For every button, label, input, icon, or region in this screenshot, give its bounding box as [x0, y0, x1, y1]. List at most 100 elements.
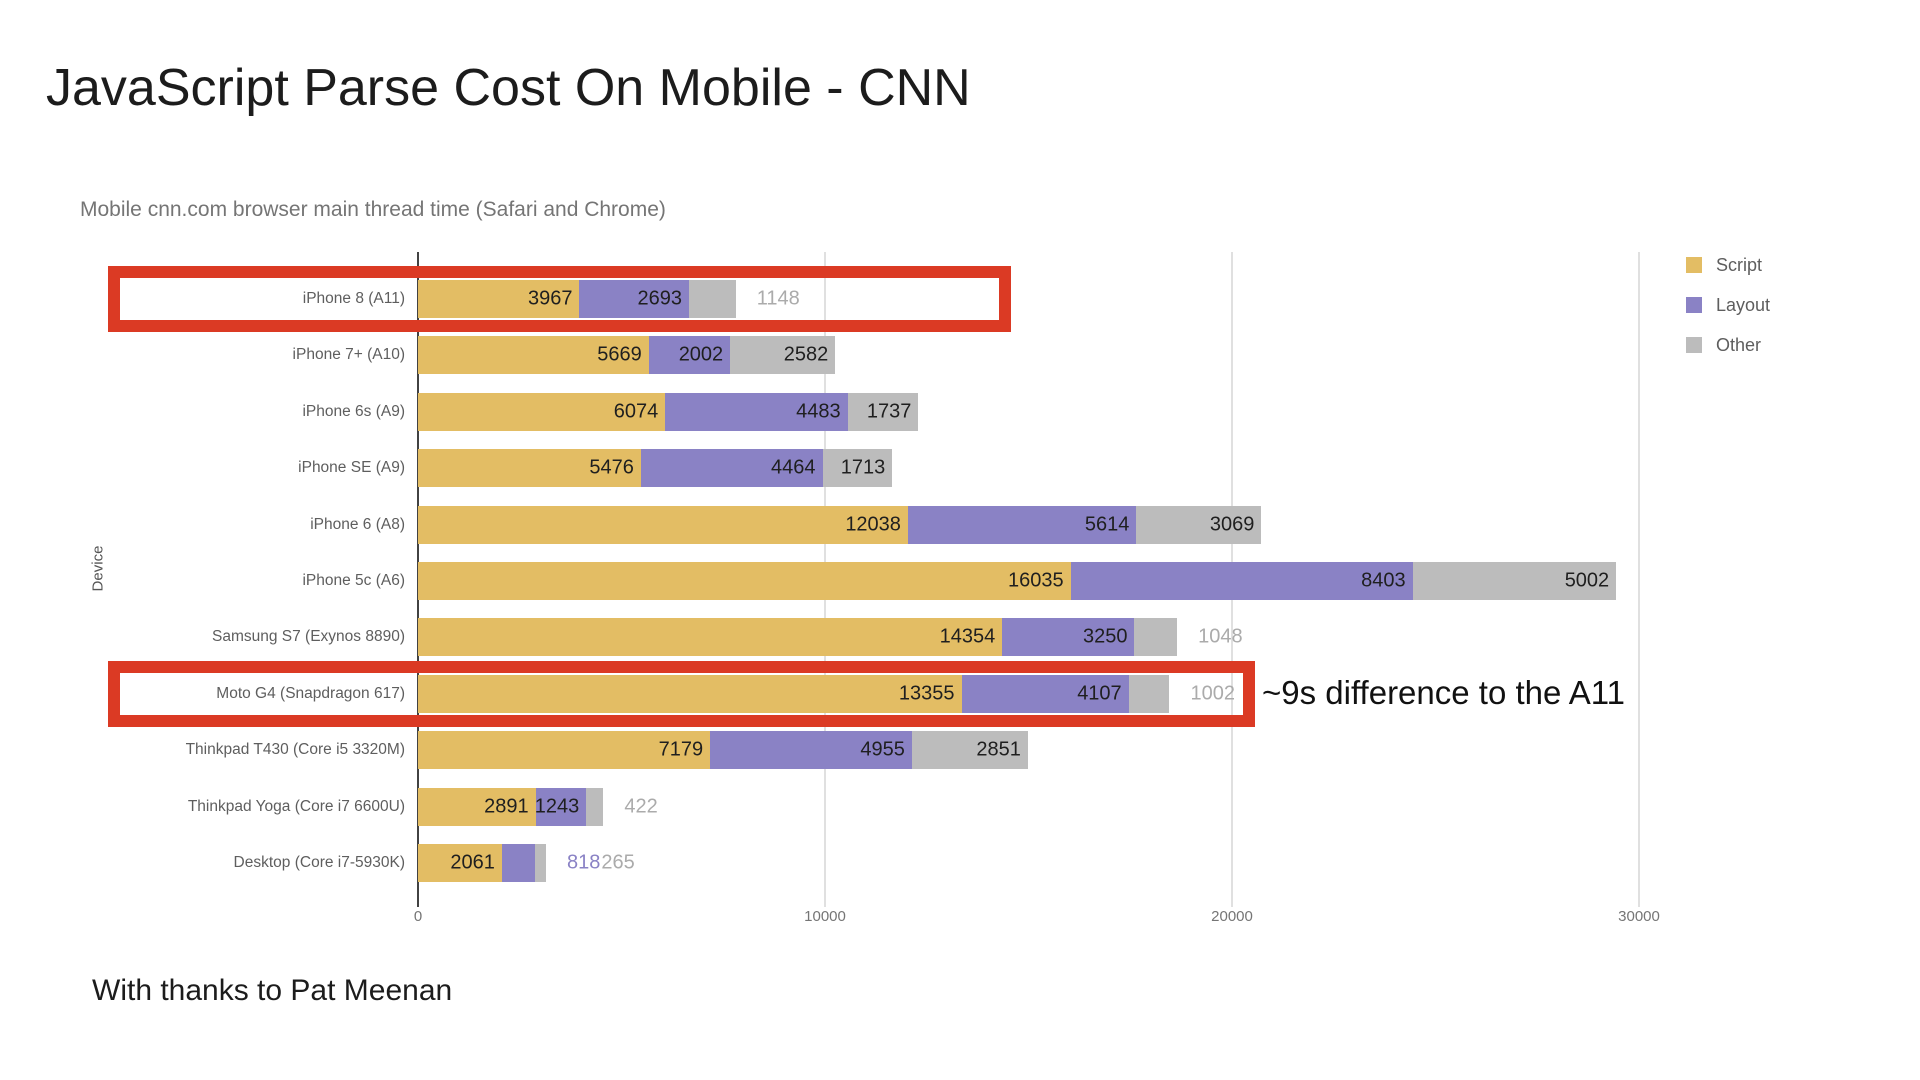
value-label: 14354: [939, 625, 996, 648]
outside-value-labels: 1148: [757, 288, 800, 311]
value-label: 12038: [845, 513, 901, 536]
value-label: 2061: [450, 851, 495, 874]
page-title: JavaScript Parse Cost On Mobile - CNN: [46, 59, 971, 117]
value-label: 4483: [796, 400, 841, 423]
value-label: 5476: [589, 456, 634, 479]
value-label: 2693: [637, 287, 683, 310]
value-label-outside: 265: [601, 851, 635, 874]
bar-segment-layout: 1243: [534, 787, 587, 826]
bar-row: 7179 4955 2851: [418, 731, 1028, 770]
value-label: 2851: [976, 738, 1021, 761]
category-label: Desktop (Core i7-5930K): [233, 854, 405, 871]
bar-segment-layout: 8403: [1070, 562, 1413, 600]
legend-swatch-other: [1686, 337, 1702, 353]
legend-label: Layout: [1716, 294, 1771, 315]
bar-segment-layout: 2002: [648, 336, 731, 375]
value-label: 2582: [783, 343, 829, 366]
value-label: 1737: [866, 400, 912, 423]
outside-value-labels: 818 265: [567, 852, 635, 875]
value-label: 2891: [484, 795, 529, 818]
bar-segment-layout: 2693: [579, 280, 690, 318]
legend-swatch-layout: [1686, 297, 1702, 313]
bar-segment-other: 2582: [730, 336, 836, 375]
value-label: 4107: [1077, 682, 1122, 705]
bar-row: 2061 818 265: [418, 844, 635, 882]
bar-segment-other: [586, 787, 604, 826]
value-label-outside: 818: [566, 851, 601, 874]
gridline: [1638, 252, 1640, 907]
axis-tick-label: 10000: [804, 908, 846, 925]
bar-row: 3967 2693 1148: [418, 280, 800, 318]
bar-segment-other: 3069: [1136, 505, 1262, 544]
bar-segment-layout: 4464: [640, 449, 823, 488]
bar-segment-other: 2851: [911, 731, 1028, 770]
bar-row: 5669 2002 2582: [418, 336, 836, 375]
value-label: 7179: [658, 738, 704, 761]
value-label: 4464: [771, 456, 816, 479]
value-label-outside: 1002: [1190, 682, 1235, 705]
bar-segment-layout: 4483: [665, 392, 848, 431]
legend-item-layout: Layout: [1686, 294, 1771, 315]
value-label: 5669: [597, 343, 642, 366]
legend-item-script: Script: [1686, 254, 1763, 275]
legend-item-other: Other: [1686, 334, 1762, 355]
value-label: 8403: [1361, 569, 1406, 592]
bar-segment-other: [535, 844, 546, 882]
bar-segment-other: [1134, 618, 1178, 657]
category-label: Moto G4 (Snapdragon 617): [216, 684, 405, 702]
bar-row: 13355 4107 1002: [418, 674, 1235, 713]
legend-label: Script: [1716, 254, 1763, 275]
value-label: 2002: [678, 343, 724, 366]
category-label: iPhone 6 (A8): [310, 515, 405, 533]
bar-row: 14354 3250 1048: [418, 618, 1243, 657]
bar-row: 16035 8403 5002: [418, 562, 1617, 600]
outside-value-labels: 422: [624, 795, 657, 818]
axis-tick-label: 30000: [1618, 908, 1660, 925]
outside-value-labels: 1002: [1190, 682, 1235, 705]
bar-row: 2891 1243 422: [418, 787, 658, 826]
credit-text: With thanks to Pat Meenan: [92, 974, 453, 1007]
bar-segment-layout: [501, 844, 536, 882]
bar-segment-script: 2061: [418, 844, 502, 882]
bar-segment-script: 6074: [418, 392, 666, 431]
value-label: 3069: [1209, 513, 1255, 536]
bar-segment-script: 2891: [418, 787, 536, 826]
category-label: Samsung S7 (Exynos 8890): [212, 628, 405, 646]
bar-segment-script: 3967: [418, 280, 580, 318]
bar-segment-script: 14354: [418, 618, 1003, 657]
value-label: 1243: [534, 795, 580, 818]
legend-swatch-script: [1686, 257, 1702, 273]
value-label: 1713: [840, 456, 886, 479]
category-label: iPhone 7+ (A10): [292, 346, 405, 364]
category-label: Thinkpad Yoga (Core i7 6600U): [187, 797, 405, 815]
bar-row: 5476 4464 1713: [418, 449, 893, 488]
value-label: 6074: [613, 400, 659, 423]
bar-segment-script: 12038: [418, 505, 908, 544]
value-label: 3250: [1082, 625, 1128, 648]
bar-segment-script: 16035: [418, 562, 1071, 600]
legend-label: Other: [1716, 334, 1762, 355]
bar-segment-script: 5476: [418, 449, 641, 488]
category-label: iPhone SE (A9): [298, 459, 405, 477]
axis-tick-label: 20000: [1211, 908, 1253, 925]
bar-segment-other: 1713: [822, 449, 893, 488]
value-label-outside: 1148: [756, 287, 800, 310]
value-label: 5614: [1084, 513, 1130, 536]
highlight-box: [108, 660, 1255, 727]
outside-value-labels: 1048: [1198, 626, 1243, 649]
highlight-box: [108, 266, 1011, 332]
category-label: iPhone 8 (A11): [302, 290, 405, 307]
axis-tick-label: 0: [413, 908, 423, 925]
bar-segment-layout: 4955: [710, 731, 912, 770]
category-label: Thinkpad T430 (Core i5 3320M): [185, 741, 405, 759]
bar-segment-script: 7179: [418, 731, 711, 770]
category-label: iPhone 6s (A9): [302, 402, 405, 420]
annotation-note: ~9s difference to the A11: [1262, 673, 1625, 711]
value-label: 16035: [1007, 569, 1064, 592]
chart-subtitle: Mobile cnn.com browser main thread time …: [80, 198, 666, 221]
bar-segment-script: 5669: [418, 336, 649, 375]
bar-segment-layout: 4107: [961, 674, 1129, 713]
bar-segment-other: [1128, 674, 1170, 713]
value-label: 4955: [860, 738, 905, 761]
